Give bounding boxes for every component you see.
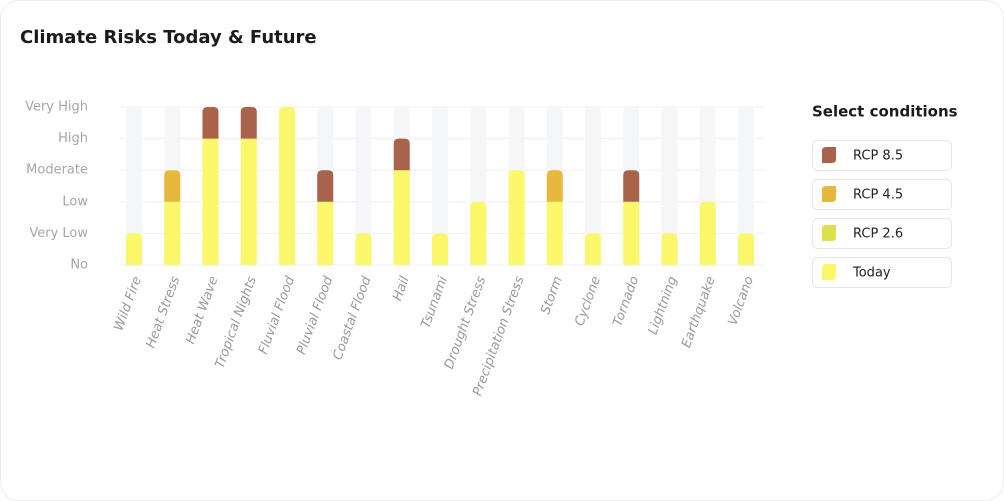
bar-track [126, 107, 142, 265]
y-tick-label: Moderate [26, 163, 88, 178]
bar-segment [508, 170, 525, 265]
bar-segment [470, 201, 487, 265]
y-tick-label: High [58, 131, 88, 146]
bar-segment [585, 233, 601, 265]
bar-segment [393, 138, 410, 171]
bar-segment [432, 233, 448, 265]
bar-segment [202, 107, 219, 139]
bar-segment [623, 170, 640, 202]
y-tick-label: Very Low [29, 226, 88, 241]
legend-item [812, 140, 952, 171]
y-tick-label: Very High [25, 100, 88, 115]
legend-label: RCP 2.6 [853, 227, 903, 242]
legend-item [812, 179, 952, 210]
bar-segment [240, 107, 257, 139]
bar-segment [240, 138, 257, 265]
bar-segment [699, 201, 716, 265]
legend-item [812, 218, 952, 249]
bar-segment [546, 201, 563, 265]
bar-segment [202, 138, 219, 265]
bar-segment [317, 170, 334, 202]
bar-segment [546, 170, 563, 202]
bar-track [661, 107, 678, 265]
bar-segment [623, 201, 640, 265]
bar-track [585, 107, 601, 265]
bar-segment [279, 107, 295, 265]
legend-label: RCP 8.5 [853, 149, 903, 164]
bar-segment [393, 170, 410, 265]
bar-segment [164, 201, 181, 265]
legend-swatch [822, 225, 836, 241]
bar-segment [317, 201, 334, 265]
legend-swatch [822, 264, 836, 280]
legend-swatch [822, 147, 836, 163]
bar-track [355, 107, 372, 265]
legend-label: RCP 4.5 [853, 188, 903, 203]
legend-label: Today [852, 266, 891, 281]
chart-title: Climate Risks Today & Future [20, 27, 317, 48]
legend-swatch [822, 186, 836, 202]
bar-segment [738, 233, 754, 265]
legend-title: Select conditions [812, 103, 958, 121]
bar-segment [661, 233, 678, 265]
bar-track [738, 107, 754, 265]
bar-segment [355, 233, 372, 265]
y-tick-label: No [70, 258, 88, 273]
bar-track [432, 107, 448, 265]
legend-item [812, 257, 952, 288]
bar-segment [126, 233, 142, 265]
bar-segment [164, 170, 181, 202]
y-tick-label: Low [62, 194, 88, 209]
